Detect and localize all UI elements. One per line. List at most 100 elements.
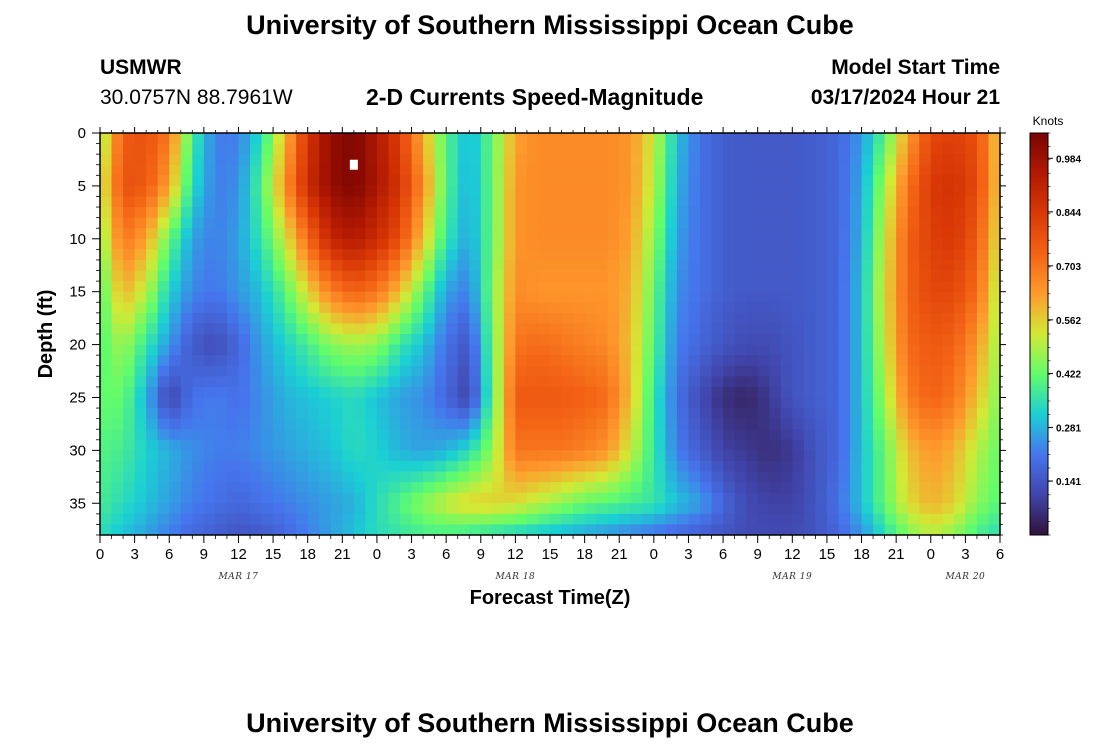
heatmap-cell <box>411 259 424 272</box>
heatmap-cell <box>307 291 320 303</box>
heatmap-cell <box>838 164 851 176</box>
heatmap-cell <box>550 513 563 526</box>
heatmap-cell <box>746 513 759 526</box>
heatmap-cell <box>353 302 366 314</box>
heatmap-cell <box>976 217 990 229</box>
heatmap-cell <box>376 323 390 335</box>
heatmap-cell <box>953 291 966 303</box>
heatmap-cell <box>653 312 666 325</box>
heatmap-cell <box>180 460 193 473</box>
heatmap-cell <box>250 450 263 462</box>
heatmap-cell <box>203 439 216 451</box>
heatmap-cell <box>203 259 216 272</box>
heatmap-cell <box>538 439 551 451</box>
heatmap-cell <box>988 154 1000 166</box>
heatmap-cell <box>261 492 274 504</box>
heatmap-cell <box>734 513 747 526</box>
heatmap-cell <box>492 302 505 314</box>
heatmap-cell <box>111 175 124 187</box>
heatmap-cell <box>769 133 782 145</box>
heatmap-cell <box>734 175 747 187</box>
heatmap-cell <box>423 133 436 145</box>
heatmap-cell <box>100 386 113 399</box>
heatmap-cell <box>388 439 401 451</box>
heatmap-cell <box>919 291 932 303</box>
heatmap-cell <box>330 397 343 409</box>
heatmap-cell <box>826 196 840 208</box>
heatmap-cell <box>469 386 482 399</box>
heatmap-cell <box>261 312 274 325</box>
heatmap-cell <box>215 143 228 155</box>
heatmap-cell <box>711 365 724 377</box>
heatmap-cell <box>953 133 966 145</box>
heatmap-cell <box>561 217 574 229</box>
heatmap-cell <box>203 460 216 473</box>
heatmap-cell <box>688 355 701 367</box>
heatmap-cell <box>157 291 170 303</box>
heatmap-cell <box>850 450 863 462</box>
heatmap-cell <box>169 418 182 430</box>
heatmap-cell <box>873 397 886 409</box>
heatmap-cell <box>296 312 309 325</box>
heatmap-cell <box>400 418 413 430</box>
heatmap-cell <box>884 175 897 187</box>
heatmap-cell <box>146 143 159 155</box>
heatmap-cell <box>803 471 816 483</box>
heatmap-cell <box>815 365 828 377</box>
heatmap-cell <box>930 334 943 346</box>
heatmap-cell <box>446 291 459 303</box>
heatmap-cell <box>653 334 666 346</box>
heatmap-cell <box>550 259 563 272</box>
heatmap-cell <box>203 376 216 388</box>
heatmap-cell <box>965 334 978 346</box>
heatmap-cell <box>134 312 147 325</box>
heatmap-cell <box>953 439 966 451</box>
heatmap-cell <box>550 133 563 145</box>
heatmap-cell <box>226 439 240 451</box>
heatmap-cell <box>250 503 263 515</box>
heatmap-cell <box>123 323 136 335</box>
heatmap-cell <box>192 154 205 166</box>
heatmap-cell <box>400 281 413 293</box>
heatmap-cell <box>226 355 240 367</box>
heatmap-cell <box>815 185 828 198</box>
heatmap-cell <box>642 429 655 441</box>
heatmap-cell <box>503 281 516 293</box>
colorbar-ramp <box>1029 132 1049 536</box>
heatmap-cell <box>238 207 251 219</box>
heatmap-cell <box>157 460 170 473</box>
heatmap-cell <box>215 524 228 535</box>
heatmap-cell <box>446 334 459 346</box>
heatmap-cell <box>330 513 343 526</box>
heatmap-cell <box>676 312 690 325</box>
heatmap-cell <box>492 238 505 250</box>
heatmap-cell <box>792 281 805 293</box>
heatmap-cell <box>584 302 597 314</box>
heatmap-cell <box>746 207 759 219</box>
heatmap-cell <box>734 503 747 515</box>
heatmap-cell <box>538 312 551 325</box>
heatmap-cell <box>503 154 516 166</box>
heatmap-cell <box>146 154 159 166</box>
heatmap-cell <box>769 408 782 420</box>
heatmap-cell <box>907 482 920 494</box>
heatmap-cell <box>919 386 932 399</box>
heatmap-cell <box>596 270 609 282</box>
heatmap-cell <box>526 460 540 473</box>
heatmap-cell <box>319 175 332 187</box>
heatmap-cell <box>723 312 736 325</box>
heatmap-cell <box>769 154 782 166</box>
heatmap-cell <box>296 365 309 377</box>
heatmap-cell <box>238 270 251 282</box>
heatmap-cell <box>584 312 597 325</box>
heatmap-cell <box>538 334 551 346</box>
heatmap-cell <box>746 418 759 430</box>
heatmap-cell <box>157 228 170 240</box>
heatmap-cell <box>942 334 955 346</box>
heatmap-cell <box>861 450 874 462</box>
heatmap-cell <box>665 323 678 335</box>
heatmap-cell <box>850 376 863 388</box>
heatmap-cell <box>907 249 920 261</box>
heatmap-cell <box>180 323 193 335</box>
heatmap-cell <box>423 492 436 504</box>
